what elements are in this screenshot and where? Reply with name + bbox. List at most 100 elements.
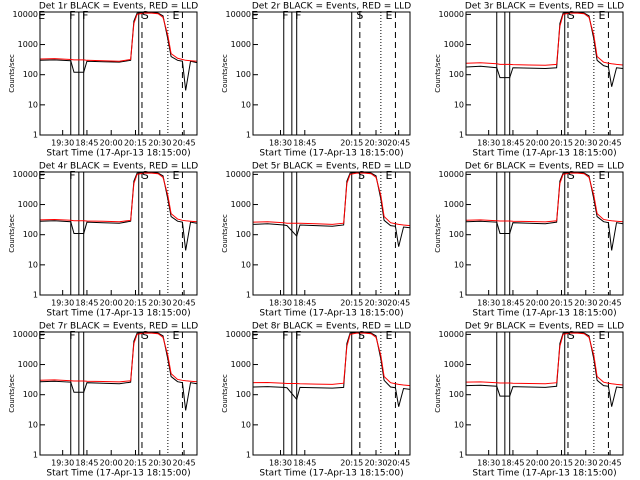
x-tick-label: 20:30 [574,299,597,308]
x-tick-label: 20:45 [173,299,196,308]
y-tick-label: 1000 [444,200,464,209]
x-axis-label: Start Time (17-Apr-13 18:15:00) [259,469,403,479]
x-axis-label: Start Time (17-Apr-13 18:15:00) [46,149,190,159]
event-label: S [358,329,365,342]
data-line [40,12,197,91]
plot-frame [465,331,624,456]
y-axis-label: Counts/sec [8,214,16,253]
event-label: E [385,169,392,182]
y-tick-label: 1000 [18,40,38,49]
event-label: E [251,9,258,22]
y-tick-label: 1 [33,291,38,300]
x-axis-label: Start Time (17-Apr-13 18:15:00) [472,469,616,479]
y-tick-label: 1000 [231,200,251,209]
y-axis-label: Counts/sec [434,374,442,413]
x-tick-label: 18:45 [501,139,524,148]
chart-title: Det 7r BLACK = Events, RED = LLD [39,322,198,332]
plot-frame [465,11,624,136]
plot-area [466,332,623,455]
event-label: E [172,169,179,182]
x-tick-label: 20:15 [124,139,147,148]
panel: Det 1r BLACK = Events, RED = LLD Start Ti… [8,2,198,159]
x-tick-label: 20:00 [100,139,123,148]
data-line [466,12,623,87]
plot-area [40,172,197,295]
x-tick-label: 20:45 [387,299,410,308]
x-tick-label: 20:45 [387,139,410,148]
event-label: S [568,329,575,342]
y-tick-label: 1000 [18,200,38,209]
x-tick-label: 18:30 [269,299,292,308]
y-tick-label: 1 [33,451,38,460]
y-tick-label: 1 [33,131,38,140]
event-label: E [38,9,45,22]
y-tick-label: 10000 [226,330,251,339]
x-tick-label: 20:15 [340,139,363,148]
chart-title: Det 6r BLACK = Events, RED = LLD [465,162,624,172]
x-tick-label: 20:30 [148,299,171,308]
event-label: F [295,9,301,22]
x-tick-label: 20:15 [124,299,147,308]
x-axis-label: Start Time (17-Apr-13 18:15:00) [259,309,403,319]
y-tick-label: 10 [454,100,464,109]
x-tick-label: 20:45 [173,139,196,148]
event-label: S [142,329,149,342]
y-tick-label: 10 [241,420,251,429]
data-line [40,172,197,251]
x-tick-label: 19:30 [51,299,74,308]
panel: Det 6r BLACK = Events, RED = LLD Start Ti… [434,162,624,319]
y-tick-label: 10000 [439,330,464,339]
panel: Det 5r BLACK = Events, RED = LLD Start Ti… [221,162,411,319]
y-tick-label: 10000 [226,170,251,179]
event-label: F [295,329,301,342]
panel: Det 7r BLACK = Events, RED = LLD Start Ti… [8,322,198,479]
data-line [253,172,410,247]
y-tick-label: 10000 [13,170,38,179]
y-tick-label: 10 [241,260,251,269]
chart-title: Det 3r BLACK = Events, RED = LLD [465,2,624,12]
event-label: E [385,9,392,22]
plot-frame [39,11,198,136]
data-line [466,172,623,251]
x-tick-label: 18:45 [293,139,316,148]
x-tick-label: 18:30 [477,299,500,308]
x-tick-label: 20:30 [148,459,171,468]
chart-title: Det 8r BLACK = Events, RED = LLD [252,322,411,332]
y-axis-label: Counts/sec [8,54,16,93]
plot-area [466,12,623,135]
y-tick-label: 1 [246,291,251,300]
x-tick-label: 19:30 [51,139,74,148]
y-axis-label: Counts/sec [221,54,229,93]
data-line [40,332,197,411]
y-tick-label: 1000 [18,360,38,369]
x-tick-label: 18:45 [293,299,316,308]
y-tick-label: 10 [28,420,38,429]
y-tick-label: 1000 [444,360,464,369]
event-label: S [142,9,149,22]
x-tick-label: 20:45 [173,459,196,468]
y-tick-label: 10000 [13,330,38,339]
y-tick-label: 100 [449,70,464,79]
x-tick-label: 18:30 [269,139,292,148]
y-tick-label: 1 [246,131,251,140]
event-label: E [385,329,392,342]
x-tick-label: 20:15 [550,139,573,148]
y-tick-label: 10000 [439,10,464,19]
y-tick-label: 10 [28,260,38,269]
event-label: F [282,9,288,22]
x-tick-label: 18:30 [269,459,292,468]
data-line [466,172,623,223]
data-line [466,332,623,386]
y-axis-label: Counts/sec [434,214,442,253]
event-label: E [172,329,179,342]
y-tick-label: 100 [236,230,251,239]
plot-area [40,12,197,135]
x-tick-label: 20:45 [599,139,622,148]
x-tick-label: 20:00 [526,459,549,468]
y-tick-label: 100 [236,390,251,399]
event-label: E [38,169,45,182]
y-tick-label: 1 [459,131,464,140]
y-axis-label: Counts/sec [434,54,442,93]
y-tick-label: 1000 [444,40,464,49]
event-label: F [69,329,75,342]
